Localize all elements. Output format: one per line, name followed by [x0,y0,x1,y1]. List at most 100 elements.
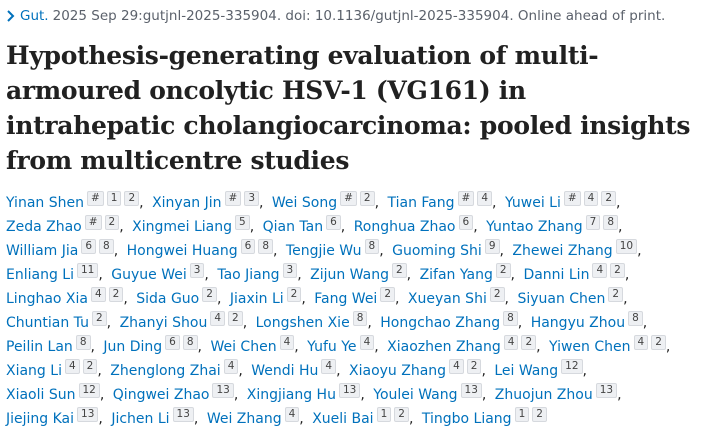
author-name[interactable]: Xingjiang Hu [246,387,336,403]
author-name[interactable]: Zifan Yang [419,267,493,283]
expand-icon[interactable] [6,10,16,22]
affiliation-marker[interactable]: 4 [503,335,519,351]
author-name[interactable]: Xiaoli Sun [6,387,76,403]
author-name[interactable]: Xueli Bai [312,411,374,427]
author-name[interactable]: Yufu Ye [307,339,357,355]
affiliation-marker[interactable]: 8 [352,311,368,327]
author-name[interactable]: Jiejing Kai [6,411,75,427]
affiliation-marker[interactable]: 3 [189,263,205,279]
affiliation-marker[interactable]: 2 [651,335,666,351]
affiliation-marker[interactable]: 8 [603,215,619,231]
author-name[interactable]: Jiaxin Li [229,291,284,307]
affiliation-marker[interactable]: 12 [561,359,583,375]
affiliation-marker[interactable]: 9 [484,239,500,255]
author-name[interactable]: Youlei Wang [373,387,458,403]
affiliation-marker[interactable]: # [84,215,102,231]
affiliation-marker[interactable]: 5 [235,215,250,231]
author-name[interactable]: Chuntian Tu [6,315,89,331]
affiliation-marker[interactable]: 3 [244,191,259,207]
affiliation-marker[interactable]: 2 [202,287,217,303]
author-name[interactable]: Xinyan Jin [152,195,222,211]
affiliation-marker[interactable]: 2 [394,407,409,423]
author-name[interactable]: Wendi Hu [251,363,319,379]
author-name[interactable]: Qian Tan [262,219,324,235]
author-name[interactable]: Jun Ding [103,339,163,355]
author-name[interactable]: Zhenglong Zhai [110,363,221,379]
affiliation-marker[interactable]: 2 [108,287,124,303]
affiliation-marker[interactable]: 2 [91,311,107,327]
affiliation-marker[interactable]: # [457,191,475,207]
affiliation-marker[interactable]: 2 [521,335,537,351]
affiliation-marker[interactable]: 2 [104,215,120,231]
author-name[interactable]: Linghao Xia [6,291,88,307]
author-name[interactable]: Hongchao Zhang [380,315,501,331]
affiliation-marker[interactable]: 4 [359,335,375,351]
author-name[interactable]: Ronghua Zhao [353,219,456,235]
author-name[interactable]: Peilin Lan [6,339,73,355]
author-name[interactable]: Qingwei Zhao [112,387,210,403]
affiliation-marker[interactable]: 2 [466,359,482,375]
affiliation-marker[interactable]: 4 [583,191,599,207]
affiliation-marker[interactable]: 2 [601,191,617,207]
author-name[interactable]: William Jia [6,243,79,259]
affiliation-marker[interactable]: 10 [615,239,638,255]
author-name[interactable]: Zijun Wang [310,267,389,283]
affiliation-marker[interactable]: 4 [90,287,106,303]
affiliation-marker[interactable]: 1 [514,407,530,423]
affiliation-marker[interactable]: 13 [77,407,99,423]
author-name[interactable]: Xiang Li [6,363,62,379]
author-name[interactable]: Zeda Zhao [6,219,82,235]
affiliation-marker[interactable]: 2 [359,191,375,207]
author-name[interactable]: Guoming Shi [392,243,482,259]
author-name[interactable]: Enliang Li [6,267,74,283]
affiliation-marker[interactable]: 4 [321,359,337,375]
author-name[interactable]: Xiaoyu Zhang [349,363,447,379]
affiliation-marker[interactable]: 8 [99,239,114,255]
affiliation-marker[interactable]: 1 [106,191,122,207]
affiliation-marker[interactable]: 6 [326,215,341,231]
affiliation-marker[interactable]: # [86,191,104,207]
author-name[interactable]: Yuntao Zhang [486,219,583,235]
affiliation-marker[interactable]: 11 [76,263,99,279]
affiliation-marker[interactable]: 6 [81,239,97,255]
affiliation-marker[interactable]: 8 [75,335,91,351]
author-name[interactable]: Tao Jiang [217,267,280,283]
affiliation-marker[interactable]: 4 [449,359,464,375]
affiliation-marker[interactable]: 4 [477,191,493,207]
affiliation-marker[interactable]: 6 [240,239,256,255]
author-name[interactable]: Wei Zhang [206,411,282,427]
affiliation-marker[interactable]: 4 [210,311,226,327]
author-name[interactable]: Sida Guo [136,291,200,307]
author-name[interactable]: Siyuan Chen [517,291,606,307]
affiliation-marker[interactable]: 2 [124,191,140,207]
affiliation-marker[interactable]: 4 [592,263,608,279]
affiliation-marker[interactable]: 1 [376,407,392,423]
affiliation-marker[interactable]: 2 [380,287,396,303]
affiliation-marker[interactable]: # [563,191,581,207]
affiliation-marker[interactable]: 8 [628,311,643,327]
author-name[interactable]: Hangyu Zhou [530,315,626,331]
affiliation-marker[interactable]: 2 [228,311,243,327]
affiliation-marker[interactable]: 6 [165,335,180,351]
affiliation-marker[interactable]: 2 [286,287,302,303]
affiliation-marker[interactable]: 4 [284,407,300,423]
author-name[interactable]: Guyue Wei [111,267,187,283]
author-name[interactable]: Tengjie Wu [285,243,362,259]
affiliation-marker[interactable]: 6 [458,215,474,231]
affiliation-marker[interactable]: 2 [489,287,505,303]
affiliation-marker[interactable]: 13 [595,383,618,399]
author-name[interactable]: Danni Lin [523,267,590,283]
affiliation-marker[interactable]: 4 [223,359,239,375]
affiliation-marker[interactable]: 8 [182,335,198,351]
author-name[interactable]: Jichen Li [111,411,170,427]
affiliation-marker[interactable]: 13 [338,383,361,399]
affiliation-marker[interactable]: # [340,191,357,207]
author-name[interactable]: Yuwei Li [504,195,561,211]
affiliation-marker[interactable]: 13 [460,383,482,399]
author-name[interactable]: Yinan Shen [6,195,84,211]
author-name[interactable]: Tingbo Liang [421,411,512,427]
author-name[interactable]: Xiaozhen Zhang [387,339,501,355]
affiliation-marker[interactable]: 4 [633,335,649,351]
author-name[interactable]: Xingmei Liang [132,219,232,235]
affiliation-marker[interactable]: 8 [364,239,380,255]
